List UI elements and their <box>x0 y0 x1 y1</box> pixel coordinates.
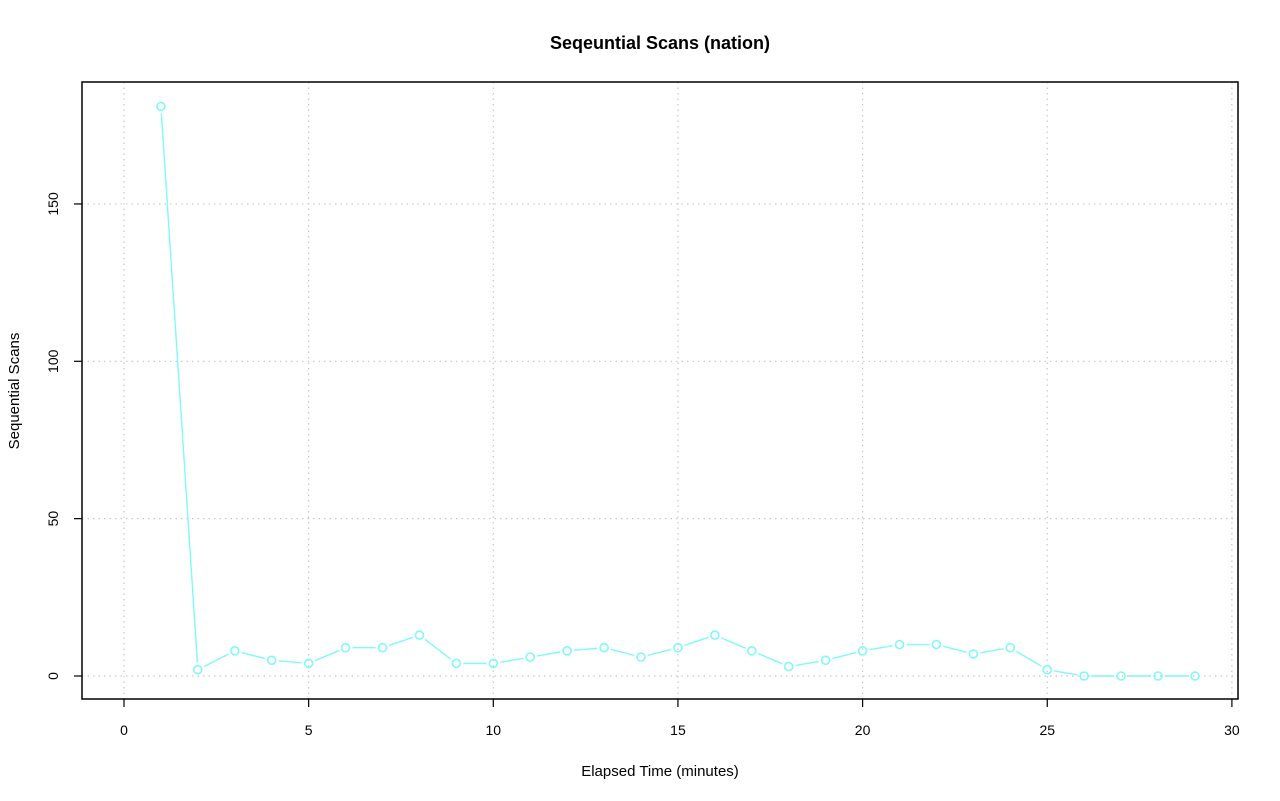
series-line-segment <box>757 652 783 665</box>
y-tick-label: 0 <box>45 672 61 680</box>
x-tick-label: 30 <box>1224 722 1240 738</box>
series-line-segment <box>388 636 414 647</box>
series-line-segment <box>980 648 1004 654</box>
series-line-segment <box>647 648 672 657</box>
y-tick-label: 150 <box>45 192 61 216</box>
data-point <box>857 646 868 656</box>
series-line-segment <box>610 648 635 657</box>
data-point <box>783 661 794 672</box>
x-tick-label: 0 <box>120 722 128 738</box>
series-line-segment <box>832 651 856 660</box>
data-point <box>193 664 203 675</box>
data-point <box>1190 671 1200 681</box>
data-point <box>340 642 351 653</box>
data-point <box>303 658 314 669</box>
data-point <box>525 652 536 662</box>
data-point <box>1005 642 1016 653</box>
grid-lines <box>82 82 1238 699</box>
chart-title: Seqeuntial Scans (nation) <box>550 33 770 53</box>
data-point <box>1079 671 1089 681</box>
series-line-segment <box>278 660 302 664</box>
x-tick-label: 10 <box>486 722 502 738</box>
y-axis-label: Sequential Scans <box>6 333 23 450</box>
data-point <box>229 646 240 656</box>
data-point <box>710 630 720 640</box>
data-point <box>451 658 462 669</box>
data-point <box>1042 664 1053 675</box>
data-point <box>414 630 425 640</box>
data-point <box>1116 671 1126 681</box>
x-axis: 0 5 10 15 20 25 30 <box>120 699 1240 738</box>
series-line-segment <box>574 647 598 651</box>
x-tick-label: 20 <box>855 722 871 738</box>
y-axis: 0 50 100 150 <box>45 192 82 680</box>
series-line-segment <box>721 637 746 649</box>
data-point <box>599 642 609 653</box>
series-line-segment <box>943 645 967 653</box>
y-tick-label: 50 <box>45 511 61 527</box>
series-line-segment <box>203 653 229 668</box>
data-point <box>636 652 646 662</box>
series-line-segment <box>160 113 199 663</box>
data-point <box>377 642 388 653</box>
series-line-segment <box>795 660 819 667</box>
data-point <box>968 649 979 659</box>
series-line-segment <box>500 657 524 663</box>
series-line-segment <box>1054 670 1078 676</box>
x-tick-label: 15 <box>670 722 686 738</box>
data-point <box>820 655 831 666</box>
series-line-segment <box>241 651 266 660</box>
data-series <box>156 101 1200 681</box>
series-line-segment <box>537 651 561 657</box>
data-point <box>488 658 499 669</box>
data-point <box>894 639 905 650</box>
x-axis-label: Elapsed Time (minutes) <box>581 763 739 780</box>
data-point <box>673 642 683 653</box>
series-line-segment <box>869 645 893 651</box>
data-point <box>562 646 572 656</box>
series-line-segment <box>684 636 709 647</box>
data-point <box>1153 671 1163 681</box>
series-line-segment <box>424 638 452 660</box>
data-point <box>747 646 757 656</box>
y-tick-label: 100 <box>45 349 61 373</box>
series-line-segment <box>314 649 340 662</box>
x-tick-label: 25 <box>1039 722 1055 738</box>
x-tick-label: 5 <box>305 722 313 738</box>
series-line-segment <box>1015 650 1042 667</box>
data-point <box>156 101 166 112</box>
data-point <box>931 639 942 650</box>
data-point <box>266 655 277 666</box>
plot-frame <box>81 81 1239 700</box>
